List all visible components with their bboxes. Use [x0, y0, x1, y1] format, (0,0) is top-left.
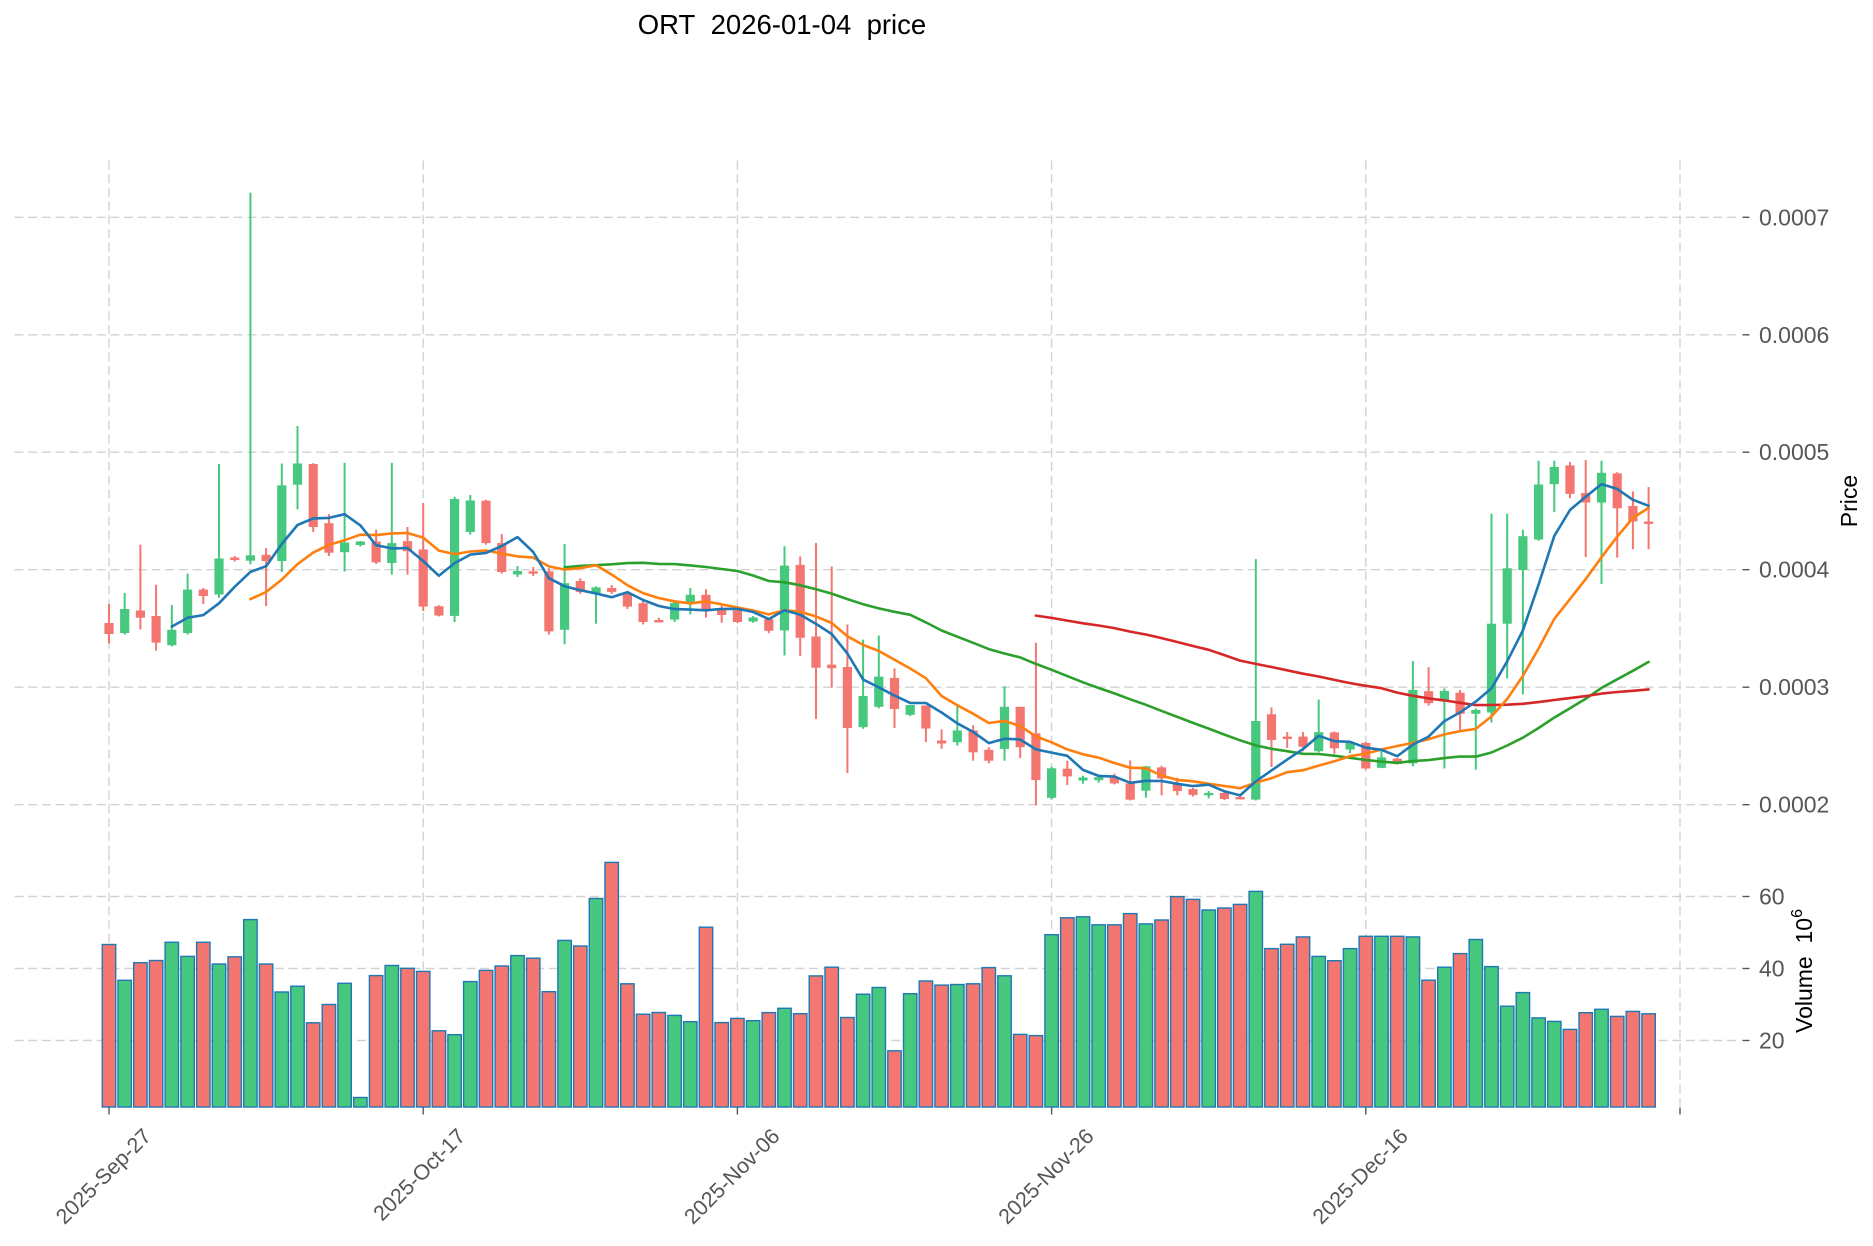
- svg-text:0.0003: 0.0003: [1759, 674, 1829, 700]
- svg-text:60: 60: [1759, 884, 1785, 910]
- svg-text:ORT 2026-01-04 price: ORT 2026-01-04 price: [638, 9, 926, 40]
- svg-text:0.0002: 0.0002: [1759, 792, 1829, 818]
- svg-text:20: 20: [1759, 1028, 1785, 1054]
- svg-text:Price: Price: [1836, 475, 1862, 527]
- svg-text:0.0006: 0.0006: [1759, 322, 1829, 348]
- svg-text:0.0005: 0.0005: [1759, 439, 1829, 465]
- svg-text:0.0007: 0.0007: [1759, 204, 1829, 230]
- svg-text:Volume 106: Volume 106: [1789, 909, 1817, 1033]
- svg-text:40: 40: [1759, 956, 1785, 982]
- svg-text:0.0004: 0.0004: [1759, 557, 1830, 583]
